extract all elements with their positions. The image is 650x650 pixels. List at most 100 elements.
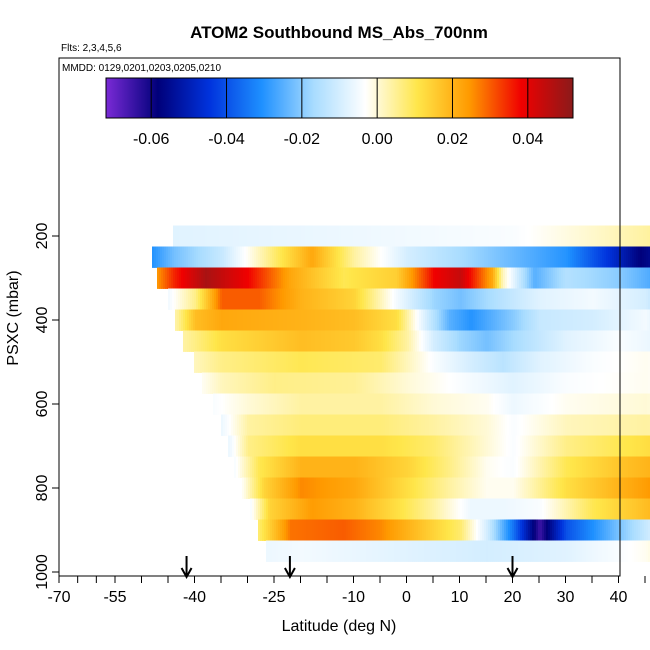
- heatmap-cell: [632, 246, 635, 268]
- heatmap-cell: [397, 267, 400, 289]
- heatmap-cell: [332, 435, 335, 457]
- heatmap-cell: [294, 372, 297, 394]
- heatmap-cell: [380, 435, 383, 457]
- heatmap-cell: [558, 540, 561, 562]
- heatmap-cell: [229, 225, 232, 247]
- heatmap-cell: [257, 225, 260, 247]
- heatmap-cell: [344, 519, 347, 541]
- heatmap-cell: [255, 330, 258, 352]
- heatmap-cell: [319, 225, 322, 247]
- heatmap-cell: [594, 477, 597, 499]
- heatmap-cell: [338, 372, 341, 394]
- heatmap-cell: [412, 351, 415, 373]
- heatmap-cell: [272, 519, 275, 541]
- heatmap-cell: [606, 519, 609, 541]
- heatmap-cell: [557, 309, 560, 331]
- heatmap-cell: [565, 414, 568, 436]
- heatmap-cell: [564, 288, 567, 310]
- heatmap-cell: [239, 225, 242, 247]
- heatmap-cell: [481, 414, 484, 436]
- heatmap-cell: [590, 498, 593, 520]
- heatmap-cell: [527, 225, 530, 247]
- heatmap-cell: [207, 225, 210, 247]
- heatmap-cell: [447, 414, 450, 436]
- heatmap-cell: [258, 372, 261, 394]
- heatmap-cell: [627, 414, 630, 436]
- heatmap-cell: [526, 519, 529, 541]
- heatmap-cell: [611, 267, 614, 289]
- heatmap-cell: [352, 246, 355, 268]
- heatmap-cell: [568, 540, 571, 562]
- heatmap-cell: [477, 330, 480, 352]
- heatmap-cell: [463, 330, 466, 352]
- heatmap-cell: [313, 225, 316, 247]
- heatmap-cell: [598, 246, 601, 268]
- heatmap-cell: [486, 372, 489, 394]
- heatmap-cell: [574, 519, 577, 541]
- heatmap-cell: [278, 519, 281, 541]
- heatmap-cell: [420, 519, 423, 541]
- heatmap-cell: [316, 351, 319, 373]
- heatmap-cell: [552, 498, 555, 520]
- heatmap-cell: [209, 309, 212, 331]
- heatmap-cell: [522, 372, 525, 394]
- heatmap-cell: [466, 246, 469, 268]
- heatmap-cell: [381, 225, 384, 247]
- heatmap-cell: [637, 309, 640, 331]
- heatmap-cell: [328, 456, 331, 478]
- heatmap-cell: [299, 267, 302, 289]
- heatmap-cell: [474, 540, 477, 562]
- heatmap-cell: [396, 540, 399, 562]
- heatmap-cell: [550, 288, 553, 310]
- heatmap-cell: [290, 351, 293, 373]
- heatmap-cell: [530, 540, 533, 562]
- heatmap-cell: [549, 267, 552, 289]
- heatmap-cell: [385, 330, 388, 352]
- heatmap-cell: [275, 393, 278, 415]
- y-tick-label: 400: [34, 307, 51, 334]
- heatmap-cell: [307, 393, 310, 415]
- heatmap-cell: [238, 435, 241, 457]
- heatmap-cell: [597, 330, 600, 352]
- heatmap-cell: [428, 477, 431, 499]
- heatmap-cell: [512, 519, 515, 541]
- heatmap-cell: [356, 246, 359, 268]
- heatmap-cell: [360, 435, 363, 457]
- heatmap-cell: [328, 477, 331, 499]
- heatmap-cell: [482, 351, 485, 373]
- heatmap-cell: [288, 246, 291, 268]
- heatmap-cell: [274, 519, 277, 541]
- heatmap-cell: [496, 246, 499, 268]
- heatmap-cell: [444, 498, 447, 520]
- heatmap-cell: [598, 477, 601, 499]
- heatmap-cell: [413, 309, 416, 331]
- heatmap-cell: [252, 372, 255, 394]
- heatmap-cell: [380, 351, 383, 373]
- heatmap-cell: [636, 540, 639, 562]
- heatmap-cell: [415, 393, 418, 415]
- heatmap-cell: [331, 225, 334, 247]
- heatmap-cell: [384, 372, 387, 394]
- heatmap-cell: [450, 498, 453, 520]
- heatmap-cell: [456, 498, 459, 520]
- heatmap-cell: [472, 246, 475, 268]
- heatmap-cell: [264, 498, 267, 520]
- heatmap-cell: [345, 309, 348, 331]
- heatmap-cell: [401, 414, 404, 436]
- heatmap-cell: [335, 414, 338, 436]
- heatmap-cell: [454, 498, 457, 520]
- heatmap-cell: [435, 267, 438, 289]
- heatmap-cell: [640, 477, 643, 499]
- arrow-marker: [284, 556, 296, 580]
- heatmap-cell: [552, 372, 555, 394]
- heatmap-cell: [420, 246, 423, 268]
- heatmap-cell: [324, 540, 327, 562]
- heatmap-cell: [569, 309, 572, 331]
- heatmap-cell: [278, 435, 281, 457]
- heatmap-cell: [562, 456, 565, 478]
- heatmap-cell: [206, 372, 209, 394]
- heatmap-cell: [211, 330, 214, 352]
- heatmap-cell: [462, 498, 465, 520]
- heatmap-cell: [233, 330, 236, 352]
- heatmap-cell: [450, 372, 453, 394]
